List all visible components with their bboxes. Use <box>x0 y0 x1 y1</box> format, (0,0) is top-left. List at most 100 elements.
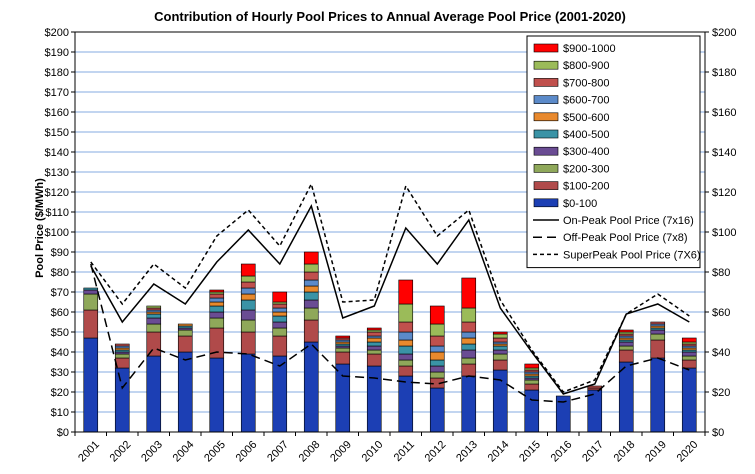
bar-segment <box>83 337 99 433</box>
bar-segment <box>240 331 256 355</box>
bar-segment <box>429 323 445 337</box>
bar-segment <box>303 291 319 301</box>
y-tick-label: $50 <box>51 327 69 339</box>
y2-tick-label: $60 <box>712 307 730 319</box>
x-tick-label: 2004 <box>171 439 197 465</box>
bar-segment <box>177 351 193 433</box>
x-tick-label: 2015 <box>517 439 543 465</box>
y-tick-label: $30 <box>51 367 69 379</box>
bar-segment <box>146 305 162 309</box>
y2-tick-label: $0 <box>712 427 724 439</box>
y-tick-label: $140 <box>45 147 69 159</box>
bar-segment <box>177 329 193 337</box>
legend-swatch <box>533 95 559 104</box>
bar-segment <box>272 311 288 317</box>
bar-segment <box>429 371 445 379</box>
legend-swatch <box>533 43 559 53</box>
bar-segment <box>681 355 697 361</box>
bar-segment <box>209 317 225 329</box>
bar-segment <box>209 357 225 433</box>
line-solid <box>90 204 690 395</box>
bar-segment <box>492 359 508 371</box>
bar-segment <box>272 335 288 357</box>
bar-segment <box>618 341 634 347</box>
line-dotted <box>90 181 690 393</box>
x-tick-label: 2016 <box>549 439 575 465</box>
bar-segment <box>429 365 445 373</box>
y2-tick-label: $80 <box>712 267 730 279</box>
bar-segment <box>429 345 445 353</box>
bar-segment <box>240 299 256 311</box>
bar-segment <box>272 355 288 433</box>
bar-segment <box>366 349 382 355</box>
bar-segment <box>461 375 477 433</box>
bar-segment <box>524 379 540 385</box>
bar-segment <box>492 337 508 343</box>
bar-segment <box>240 319 256 333</box>
x-tick-label: 2003 <box>139 439 165 465</box>
y-tick-label: $80 <box>51 267 69 279</box>
bar-segment <box>303 285 319 293</box>
x-tick-label: 2011 <box>392 439 417 464</box>
bar-segment <box>303 307 319 321</box>
bar-segment <box>209 301 225 307</box>
bar-segment <box>461 363 477 377</box>
bar-segment <box>240 263 256 277</box>
y2-tick-label: $200 <box>712 27 736 39</box>
bar-segment <box>461 331 477 339</box>
x-tick-label: 2018 <box>612 439 638 465</box>
x-tick-label: 2002 <box>108 439 134 465</box>
bar-segment <box>366 331 382 337</box>
x-tick-label: 2017 <box>580 439 606 465</box>
bar-segment <box>461 343 477 351</box>
legend-label: SuperPeak Pool Price (7X6) <box>563 249 701 261</box>
bar-segment <box>461 277 477 309</box>
bar-segment <box>492 331 508 335</box>
x-tick-label: 2009 <box>328 439 354 465</box>
bar-segment <box>146 313 162 319</box>
bar-segment <box>240 275 256 283</box>
y-tick-label: $10 <box>51 407 69 419</box>
legend-label: $800-900 <box>563 60 610 72</box>
legend-label: $700-800 <box>563 77 610 89</box>
bar-segment <box>272 291 288 303</box>
bar-segment <box>335 363 351 433</box>
bar-segment <box>461 307 477 323</box>
bar-segment <box>83 289 99 295</box>
bar-segment <box>272 307 288 313</box>
legend-label: $900-1000 <box>563 43 616 55</box>
bar-segment <box>335 351 351 365</box>
y-tick-label: $200 <box>45 27 69 39</box>
x-tick-label: 2013 <box>454 439 480 465</box>
bar-segment <box>618 345 634 351</box>
y-tick-label: $110 <box>45 207 69 219</box>
bar-segment <box>240 287 256 295</box>
legend-swatch <box>533 60 559 70</box>
y2-tick-label: $180 <box>712 67 736 79</box>
bar-segment <box>429 351 445 361</box>
bar-segment <box>398 331 414 341</box>
bar-segment <box>272 327 288 337</box>
bar-segment <box>650 339 666 359</box>
bar-segment <box>240 281 256 289</box>
bar-segment <box>366 345 382 351</box>
bar-segment <box>240 353 256 433</box>
y-tick-label: $90 <box>51 247 69 259</box>
legend-swatch <box>533 198 559 208</box>
bar-segment <box>272 303 288 309</box>
bar-segment <box>429 387 445 433</box>
bar-segment <box>303 341 319 433</box>
bar-segment <box>398 353 414 361</box>
y2-tick-label: $120 <box>712 187 736 199</box>
bar-segment <box>650 329 666 335</box>
bar-segment <box>492 333 508 339</box>
legend-swatch <box>533 181 559 190</box>
bar-segment <box>618 329 634 333</box>
bar-segment <box>524 363 540 369</box>
bar-segment <box>303 263 319 273</box>
bar-segment <box>209 293 225 299</box>
y-tick-label: $60 <box>51 307 69 319</box>
y-tick-labels: $0 $10 $20 $30 $40 $50 $60 $70 $80 $90 $100 $110 $12… <box>45 27 69 439</box>
x-tick-label: 2019 <box>643 439 669 465</box>
